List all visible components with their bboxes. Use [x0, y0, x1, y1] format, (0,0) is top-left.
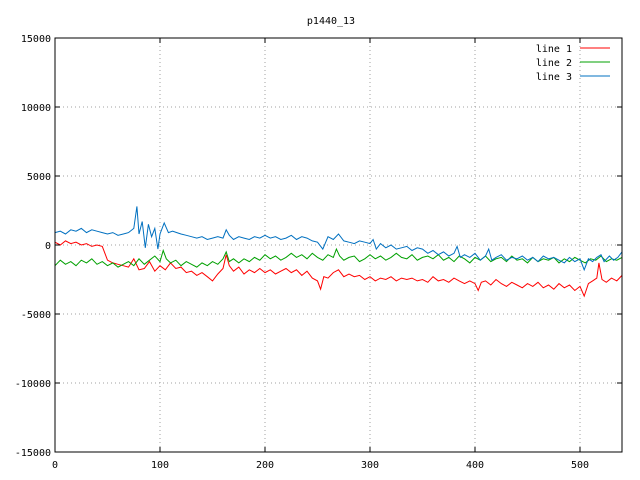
ticks: 0 100 200 300 400 500 -15000 -10000 -5000 0 5000 10… — [15, 34, 622, 471]
y-tick-label: -15000 — [15, 448, 51, 459]
chart-title: p1440_13 — [307, 16, 355, 27]
legend-label-3: line 3 — [536, 72, 572, 83]
grid — [55, 38, 622, 452]
y-tick-label: 10000 — [21, 103, 51, 114]
y-tick-label: 15000 — [21, 34, 51, 45]
series-line-3 — [54, 206, 623, 272]
x-tick-label: 500 — [571, 460, 589, 471]
legend: line 1 line 2 line 3 — [536, 44, 610, 83]
legend-label-2: line 2 — [536, 58, 572, 69]
series-line-2 — [54, 247, 623, 268]
y-tick-label: -10000 — [15, 379, 51, 390]
y-tick-label: 0 — [45, 241, 51, 252]
y-tick-label: -5000 — [21, 310, 51, 321]
legend-label-1: line 1 — [536, 44, 572, 55]
x-tick-label: 400 — [466, 460, 484, 471]
series-group — [54, 206, 623, 298]
x-tick-label: 200 — [256, 460, 274, 471]
y-tick-label: 5000 — [27, 172, 51, 183]
series-line-1 — [54, 240, 623, 298]
x-tick-label: 100 — [151, 460, 169, 471]
x-tick-label: 0 — [52, 460, 58, 471]
x-tick-label: 300 — [361, 460, 379, 471]
